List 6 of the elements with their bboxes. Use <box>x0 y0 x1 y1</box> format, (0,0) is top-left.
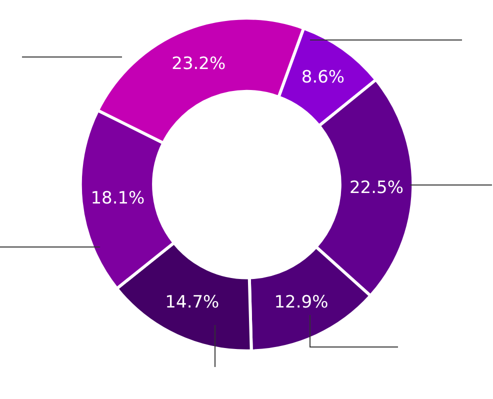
data-label: 18.1% <box>90 188 145 208</box>
data-label: 22.5% <box>349 178 404 198</box>
data-label: 23.2% <box>172 54 226 74</box>
data-label: 8.6% <box>301 68 345 88</box>
data-label: 12.9% <box>274 292 328 312</box>
data-label: 14.7% <box>165 292 220 312</box>
